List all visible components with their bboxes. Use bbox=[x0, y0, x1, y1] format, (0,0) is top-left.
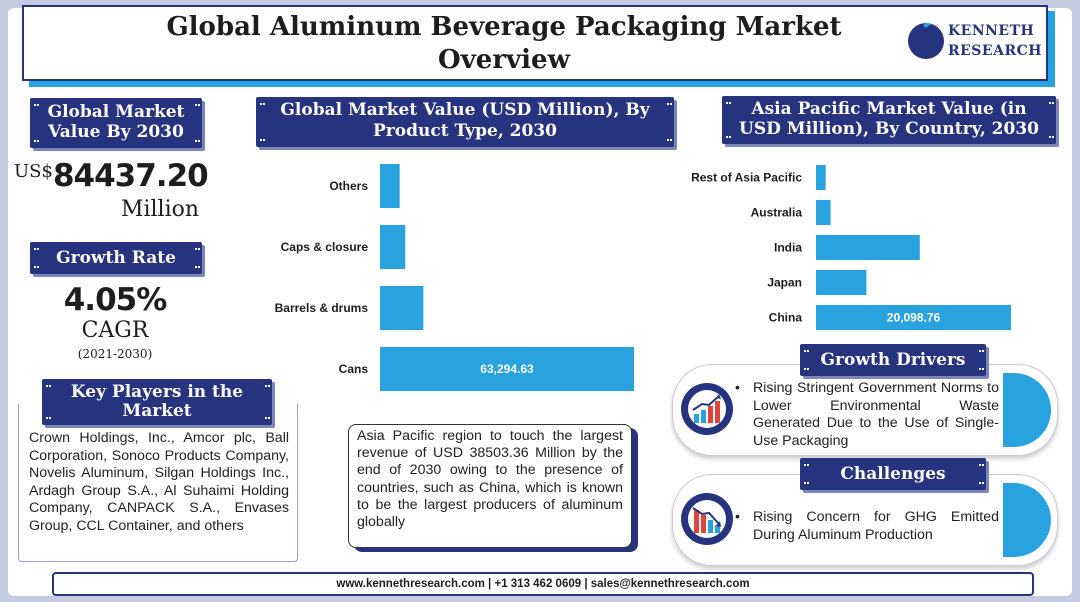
product-type-banner: Global Market Value (USD Million), By Pr… bbox=[256, 97, 674, 147]
bar bbox=[816, 270, 867, 295]
category-label: Caps & closure bbox=[281, 240, 369, 254]
country-chart: Rest of Asia Pacific Australia India Japan C… bbox=[691, 165, 1011, 330]
bar bbox=[816, 235, 920, 260]
category-label: India bbox=[774, 241, 802, 255]
cagr-period: (2021-2030) bbox=[77, 347, 153, 361]
key-players-box: Crown Holdings, Inc., Amcor plc, Ball Co… bbox=[18, 404, 298, 562]
category-label: China bbox=[769, 311, 803, 325]
key-players-banner: Key Players in the Market bbox=[42, 379, 272, 425]
category-label: Cans bbox=[339, 362, 369, 376]
page-title: Global Aluminum Beverage Packaging Marke… bbox=[166, 12, 842, 75]
growth-driver-item: Rising Stringent Government Norms to Low… bbox=[733, 380, 999, 450]
bar bbox=[380, 286, 424, 330]
market-value-banner: Global Market Value By 2030 bbox=[30, 98, 202, 148]
cagr-label: CAGR bbox=[81, 318, 149, 343]
footer-contact: www.kennethresearch.com | +1 313 462 060… bbox=[52, 572, 1034, 596]
growth-drivers-card: Rising Stringent Government Norms to Low… bbox=[672, 364, 1058, 456]
data-label: 20,098.76 bbox=[887, 311, 941, 325]
category-label: Barrels & drums bbox=[275, 301, 369, 315]
bar bbox=[380, 164, 400, 208]
category-label: Others bbox=[329, 179, 368, 193]
category-label: Australia bbox=[751, 206, 803, 220]
bar bbox=[816, 200, 831, 225]
drivers-accent bbox=[1003, 373, 1051, 447]
market-value: US$84437.20 bbox=[14, 158, 209, 194]
bar bbox=[816, 305, 1011, 330]
kenneth-research-logo: KENNETH RESEARCH bbox=[908, 21, 1041, 69]
asia-pacific-banner: Asia Pacific Market Value (in USD Millio… bbox=[722, 96, 1056, 144]
bar bbox=[380, 347, 634, 391]
challenges-banner: Challenges bbox=[800, 458, 986, 490]
market-value-number: 84437.20 bbox=[52, 158, 209, 194]
challenge-item: Rising Concern for GHG Emitted During Al… bbox=[733, 509, 999, 544]
title-box: Global Aluminum Beverage Packaging Marke… bbox=[22, 5, 1048, 81]
data-label: 63,294.63 bbox=[480, 362, 534, 376]
growth-rate-value: 4.05% bbox=[63, 282, 168, 318]
rising-bar-chart-icon bbox=[681, 383, 733, 435]
market-value-unit: Million bbox=[120, 197, 200, 222]
growth-rate-banner: Growth Rate bbox=[30, 242, 202, 274]
challenges-accent bbox=[1003, 483, 1051, 557]
falling-bar-chart-icon bbox=[681, 493, 733, 545]
bar bbox=[380, 225, 406, 269]
category-label: Japan bbox=[767, 276, 802, 290]
product-type-chart: Others Caps & closure Barrels & drums Cans 6… bbox=[275, 164, 634, 391]
asia-pacific-note: Asia Pacific region to touch the largest… bbox=[348, 424, 632, 548]
currency-label: US$ bbox=[14, 161, 53, 182]
bar bbox=[816, 165, 826, 190]
logo-word-2: RESEARCH bbox=[948, 43, 1042, 59]
category-label: Rest of Asia Pacific bbox=[691, 171, 802, 185]
logo-globe-icon bbox=[908, 23, 944, 59]
growth-drivers-banner: Growth Drivers bbox=[800, 344, 986, 376]
logo-word-1: KENNETH bbox=[948, 23, 1035, 39]
